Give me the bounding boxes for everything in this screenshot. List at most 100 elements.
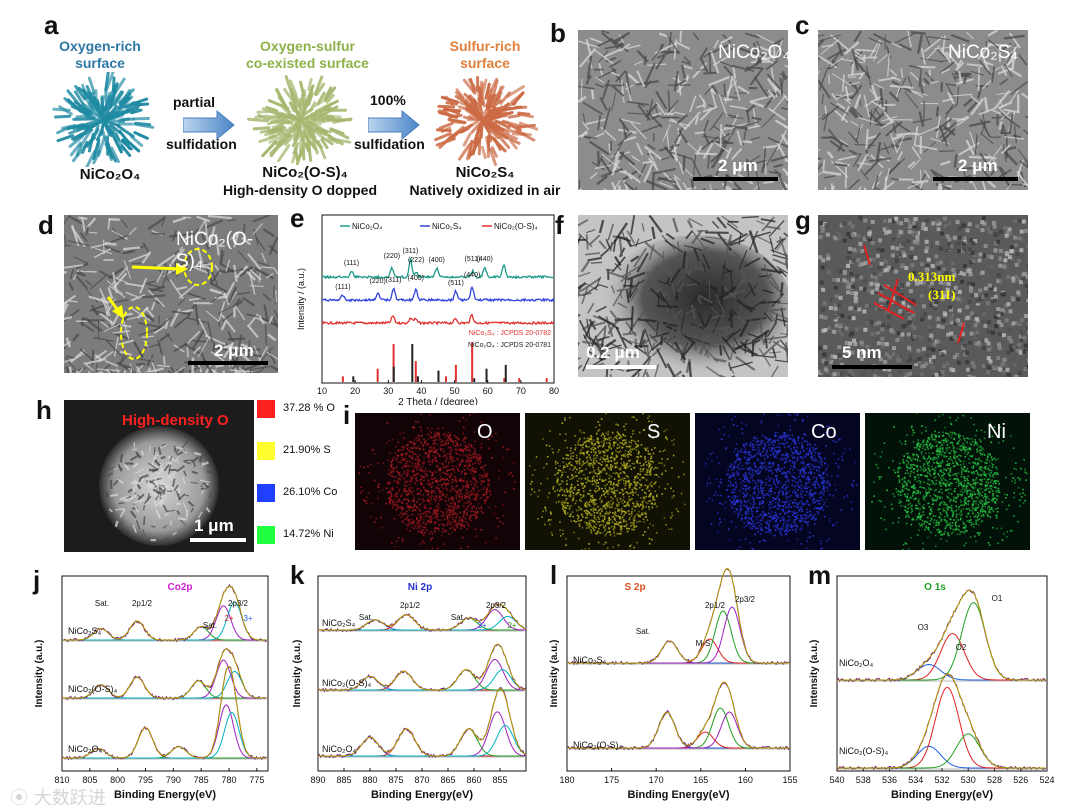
composition-legend: 37.28 % O 21.90% S 26.10% Co 14.72% Ni	[257, 400, 342, 550]
plot-frame	[566, 575, 791, 772]
xrd-series-line	[321, 286, 555, 303]
lattice-plane-label: (311)	[928, 287, 956, 302]
peak-label: (400)	[429, 257, 445, 264]
x-axis-label: 2 Theta / (degree)	[398, 397, 478, 405]
x-tick-label: 524	[1039, 775, 1054, 785]
legend-label: 14.72% Ni	[283, 528, 334, 540]
fit-envelope	[318, 643, 527, 691]
peak-annotation: 2p3/2	[735, 595, 756, 604]
stage2-title: Oxygen-sulfur co-existed surface	[235, 38, 380, 72]
peak-label: (222)	[408, 257, 424, 264]
scalebar-d-text: 2 μm	[214, 341, 254, 360]
sem-b-title: NiCo₂O₄	[718, 42, 788, 63]
x-tick-label: 30	[383, 386, 393, 396]
eds-map-s: S	[525, 413, 690, 550]
stage1-title-line1: Oxygen-rich	[59, 38, 141, 54]
peak-annotation: O1	[992, 594, 1003, 603]
xrd-series-line	[321, 258, 555, 280]
scalebar-g-text: 5 nm	[842, 343, 882, 362]
panel-label-i: i	[343, 400, 351, 430]
fit-envelope	[318, 688, 527, 757]
scalebar-h-text: 1 μm	[194, 516, 234, 535]
particle-texture	[99, 426, 219, 546]
eds-map-o: O	[355, 413, 520, 550]
peak-annotation: M-S	[696, 639, 711, 648]
x-tick-label: 50	[450, 386, 460, 396]
reference-label: NiCo₂O₄ : JCPDS 20-0781	[468, 342, 551, 349]
scalebar-b-text: 2 μm	[718, 156, 758, 175]
pointer-arrow	[863, 244, 871, 266]
y-axis-label: Intensity / (a.u.)	[296, 268, 306, 330]
watermark-logo-icon: ⦿	[10, 788, 34, 809]
eds-label-s: S	[647, 421, 661, 443]
x-tick-label: 70	[516, 386, 526, 396]
stage1-title-line2: surface	[75, 55, 125, 71]
x-tick-label: 528	[987, 775, 1002, 785]
pointer-arrow	[877, 292, 915, 314]
x-tick-label: 880	[362, 775, 377, 785]
panel-label-m: m	[808, 560, 832, 590]
nanowire-texture	[578, 30, 788, 190]
x-tick-label: 865	[440, 775, 455, 785]
x-tick-label: 800	[110, 775, 125, 785]
lattice-spacing-label: 0.313nm	[908, 269, 956, 284]
eds-maps: O S Co Ni	[355, 413, 1030, 550]
panel-label-j: j	[33, 565, 41, 595]
xps-o1s-chart: 540 538 536 534 532 530 528 526 524 Binding Energ…	[809, 575, 1055, 801]
arrow-right-icon	[368, 110, 420, 140]
scalebar-c-text: 2 μm	[958, 156, 998, 175]
arrow2-top-text: 100%	[370, 92, 406, 108]
sem-image-nico2os4: NiCo₂(O-S)₄ 2 μm	[64, 215, 278, 373]
eds-label-ni: Ni	[987, 421, 1006, 443]
peak-label: (311)	[403, 248, 419, 255]
peak-label: (220)	[370, 278, 386, 285]
peak-annotation: 2p3/2	[228, 599, 249, 608]
x-tick-label: 155	[782, 775, 797, 785]
scalebar-d	[188, 361, 268, 365]
hrtem-image: 0.313nm (311) 5 nm	[818, 215, 1028, 377]
scalebar-f-text: 0.2 μm	[586, 343, 640, 362]
chart-title: S 2p	[624, 582, 645, 593]
peak-annotation: 2p3/2	[486, 601, 507, 610]
sem-image-nico2s4: NiCo₂S₄ 2 μm	[818, 30, 1028, 190]
y-axis-label: Intensity (a.u.)	[549, 640, 560, 708]
watermark-text: 大数跃进	[33, 788, 106, 809]
stage2-title-line2: co-existed surface	[246, 55, 369, 71]
fit-envelope	[62, 585, 267, 641]
legend-label: 21.90% S	[283, 444, 331, 456]
xrd-chart: 10 20 30 40 50 60 70 80 2 Theta / (degree) Intens…	[296, 214, 559, 405]
lattice-line	[887, 278, 899, 312]
fit-envelope	[567, 568, 790, 664]
legend-label: NiCo₂(O-S)₄	[494, 222, 538, 231]
peak-annotation: Sat.	[359, 613, 373, 622]
x-tick-label: 530	[961, 775, 976, 785]
fit-envelope	[567, 681, 790, 749]
tem-image: 0.2 μm	[578, 215, 788, 377]
peak-annotation: 2+	[224, 614, 233, 623]
chart-title: O 1s	[924, 582, 946, 593]
stage2-formula: NiCo₂(O-S)₄	[262, 164, 348, 181]
sem-particle-image: High-density O 1 μm	[64, 400, 254, 552]
stage3-title: Sulfur-rich surface	[430, 38, 540, 72]
panel-label-f: f	[555, 210, 564, 240]
stage3-title-line2: surface	[460, 55, 510, 71]
color-swatch	[257, 484, 275, 502]
scalebar-g	[832, 365, 912, 369]
x-tick-label: 10	[317, 386, 327, 396]
peak-annotation: 2p1/2	[132, 599, 153, 608]
x-tick-label: 890	[310, 775, 325, 785]
peak-annotation: 2+	[507, 621, 516, 630]
peak-label: (511)	[448, 280, 464, 287]
x-tick-label: 775	[249, 775, 264, 785]
x-tick-label: 780	[222, 775, 237, 785]
peak-label: (511)	[465, 256, 481, 263]
xps-s2p-chart: 180 175 170 165 160 155 Binding Energy(eV) Inte…	[549, 568, 798, 801]
peak-annotation: O2	[956, 643, 967, 652]
series-label: NiCo₂S₄	[322, 618, 356, 628]
x-tick-label: 870	[414, 775, 429, 785]
x-tick-label: 526	[1013, 775, 1028, 785]
arrow-right-icon	[183, 110, 235, 140]
stage2-caption: High-density O dopped	[223, 182, 377, 198]
stage1-formula: NiCo₂O₄	[79, 166, 141, 183]
x-tick-label: 534	[908, 775, 923, 785]
